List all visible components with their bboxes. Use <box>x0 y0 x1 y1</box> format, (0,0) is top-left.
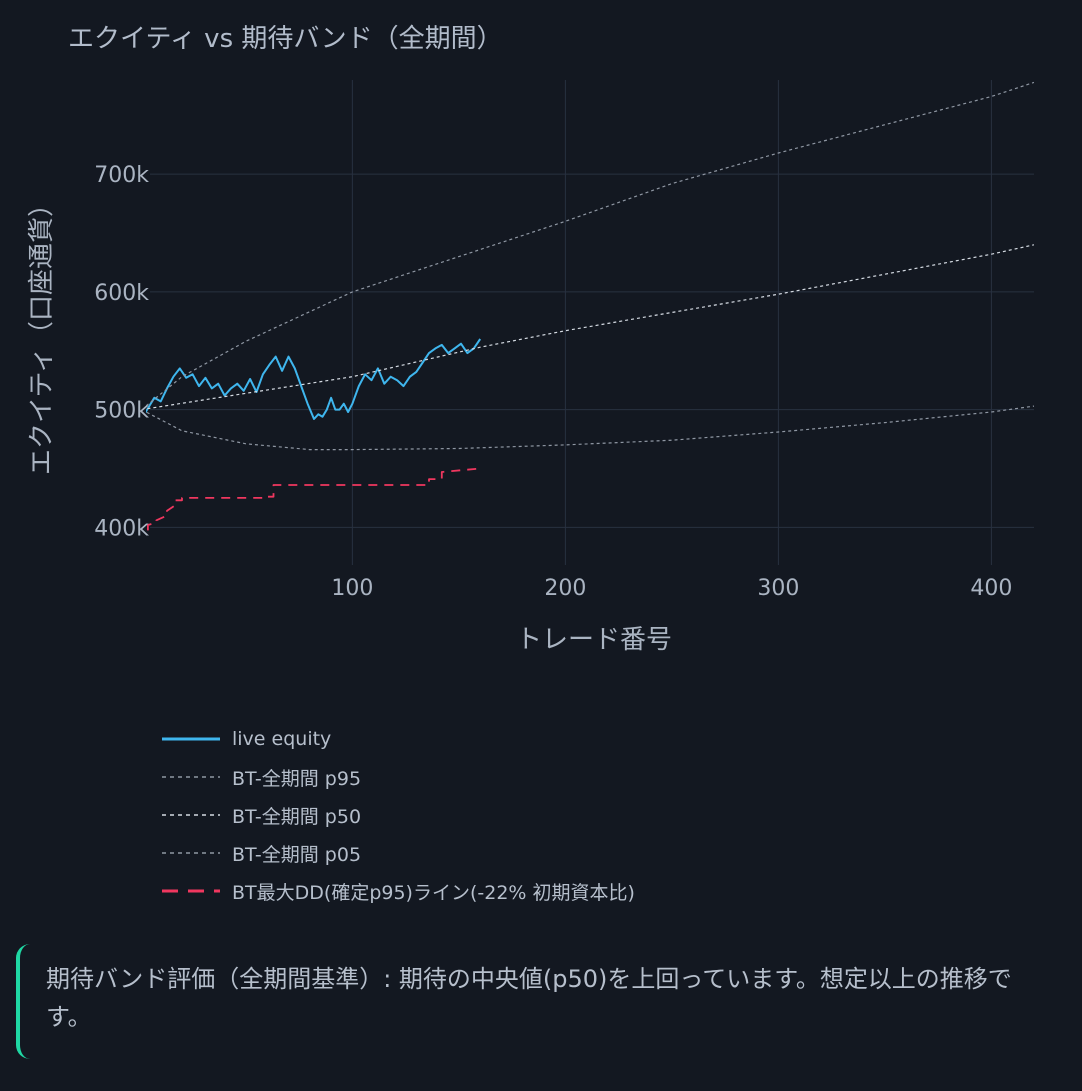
legend-item-max-dd[interactable]: BT最大DD(確定p95)ライン(-22% 初期資本比) <box>160 872 635 910</box>
series-line-2 <box>146 244 1034 410</box>
equity-chart: エクイティ vs 期待バンド（全期間） 100 200 300 400 400k 500k… <box>27 24 1034 655</box>
legend-item-live-equity[interactable]: live equity <box>160 720 635 758</box>
x-tick-label: 300 <box>757 576 799 601</box>
evaluation-note: 期待バンド評価（全期間基準）: 期待の中央値(p50)を上回っています。想定以上… <box>16 944 1046 1059</box>
series-line-4 <box>146 467 481 538</box>
legend: live equity BT-全期間 p95 BT-全期間 p50 BT-全期間… <box>160 720 635 910</box>
y-tick-label: 400k <box>94 516 149 541</box>
chart-title: エクイティ vs 期待バンド（全期間） <box>68 24 503 54</box>
y-tick-label: 700k <box>94 163 149 188</box>
legend-label-live-equity: live equity <box>232 728 332 750</box>
x-tick-label: 400 <box>970 576 1012 601</box>
legend-label-p95: BT-全期間 p95 <box>232 767 362 790</box>
y-tick-label: 600k <box>94 281 149 306</box>
x-axis-label: トレード番号 <box>516 625 672 655</box>
legend-label-max-dd: BT最大DD(確定p95)ライン(-22% 初期資本比) <box>232 881 635 904</box>
legend-swatch-p95 <box>162 776 220 778</box>
legend-swatch-p05 <box>162 852 220 854</box>
x-tick-label: 200 <box>544 576 586 601</box>
series-line-1 <box>146 81 1034 407</box>
series-layer <box>146 81 1034 538</box>
legend-item-p50[interactable]: BT-全期間 p50 <box>160 796 635 834</box>
y-tick-label: 500k <box>94 399 149 424</box>
tick-labels: 100 200 300 400 400k 500k 600k 700k <box>94 163 1012 601</box>
legend-swatch-p50 <box>162 814 220 816</box>
legend-label-p05: BT-全期間 p05 <box>232 843 362 866</box>
y-axis-label: エクイティ（口座通貨） <box>27 191 57 475</box>
series-line-3 <box>146 405 1034 451</box>
legend-label-p50: BT-全期間 p50 <box>232 805 362 828</box>
legend-swatch-max-dd <box>162 889 220 893</box>
series-line-0 <box>146 338 482 420</box>
legend-item-p05[interactable]: BT-全期間 p05 <box>160 834 635 872</box>
evaluation-note-text: 期待バンド評価（全期間基準）: 期待の中央値(p50)を上回っています。想定以上… <box>46 965 1012 1031</box>
grid <box>150 80 1034 565</box>
legend-swatch-live-equity <box>162 737 220 741</box>
x-tick-label: 100 <box>331 576 373 601</box>
legend-item-p95[interactable]: BT-全期間 p95 <box>160 758 635 796</box>
